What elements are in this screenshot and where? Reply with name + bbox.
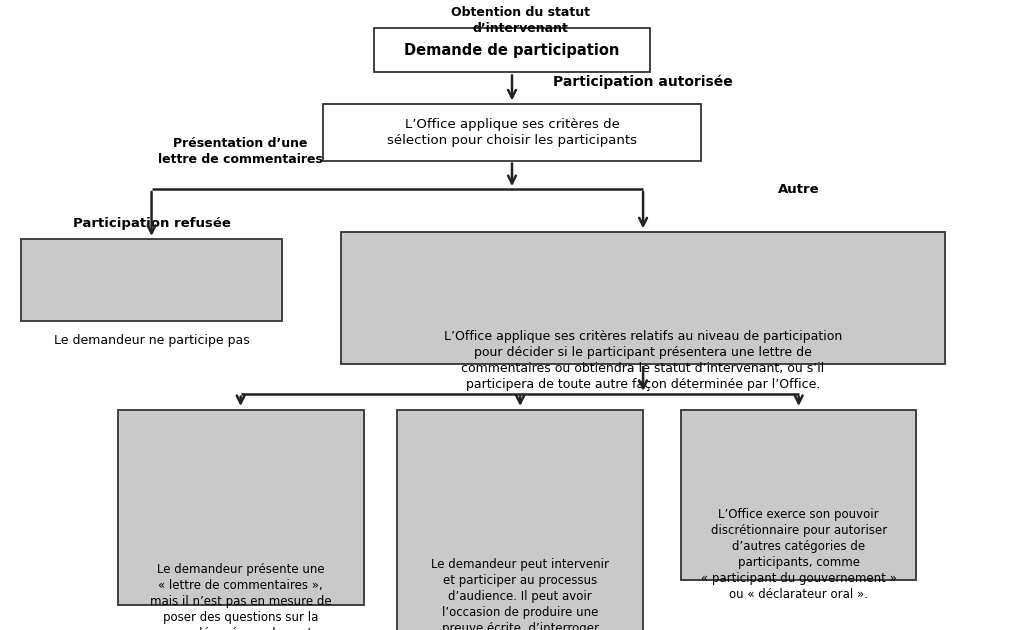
Text: L’Office applique ses critères relatifs au niveau de participation
pour décider : L’Office applique ses critères relatifs … — [444, 330, 842, 391]
FancyBboxPatch shape — [20, 239, 282, 321]
Text: L’Office exerce son pouvoir
discrétionnaire pour autoriser
d’autres catégories d: L’Office exerce son pouvoir discrétionna… — [700, 508, 897, 601]
Text: Participation refusée: Participation refusée — [73, 217, 230, 230]
FancyBboxPatch shape — [374, 28, 650, 72]
Text: Présentation d’une
lettre de commentaires: Présentation d’une lettre de commentaire… — [158, 137, 324, 166]
FancyBboxPatch shape — [397, 410, 643, 630]
Text: Participation autorisée: Participation autorisée — [553, 74, 733, 89]
FancyBboxPatch shape — [341, 232, 945, 364]
Text: Le demandeur présente une
« lettre de commentaires »,
mais il n’est pas en mesur: Le demandeur présente une « lettre de co… — [150, 563, 332, 630]
FancyBboxPatch shape — [118, 410, 364, 605]
Text: Le demandeur peut intervenir
et participer au processus
d’audience. Il peut avoi: Le demandeur peut intervenir et particip… — [426, 558, 614, 630]
Text: Le demandeur ne participe pas: Le demandeur ne participe pas — [53, 334, 250, 347]
Text: Demande de participation: Demande de participation — [404, 43, 620, 58]
Text: L’Office applique ses critères de
sélection pour choisir les participants: L’Office applique ses critères de sélect… — [387, 118, 637, 147]
FancyBboxPatch shape — [323, 104, 701, 161]
Text: Autre: Autre — [778, 183, 819, 196]
FancyBboxPatch shape — [681, 410, 916, 580]
Text: Obtention du statut
d’intervenant: Obtention du statut d’intervenant — [451, 6, 590, 35]
